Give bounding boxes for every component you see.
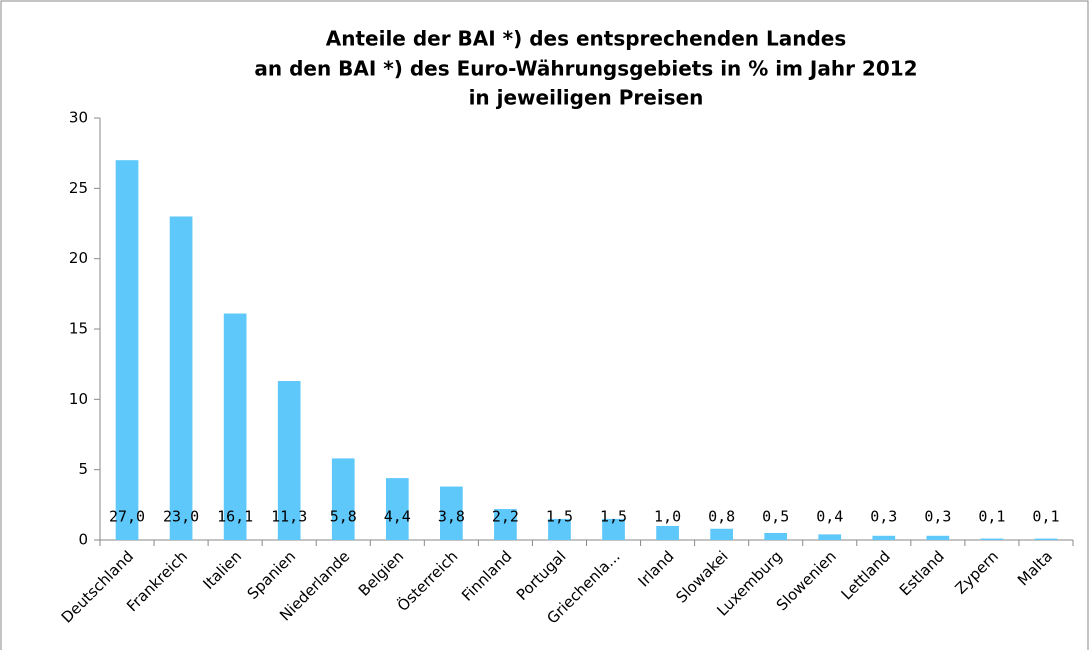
bar [980,538,1004,540]
value-label: 0,3 [870,508,897,526]
value-label: 11,3 [271,508,307,526]
value-label: 1,0 [654,508,681,526]
value-label: 1,5 [546,508,573,526]
chart-title: an den BAI *) des Euro-Währungsgebiets i… [254,57,917,81]
y-tick-label: 20 [69,249,88,267]
bar [277,381,301,540]
y-tick-label: 5 [78,460,88,478]
value-label: 3,8 [438,508,465,526]
bar [223,313,247,540]
value-label: 23,0 [163,508,199,526]
value-label: 0,5 [762,508,789,526]
bar [1034,538,1058,540]
y-tick-label: 10 [69,390,88,408]
value-label: 0,3 [924,508,951,526]
bar [602,518,625,540]
bar [764,532,788,540]
value-label: 0,1 [1032,508,1059,526]
value-label: 0,8 [708,508,735,526]
value-label: 2,2 [492,508,519,526]
bar [656,525,679,540]
value-label: 1,5 [600,508,627,526]
y-tick-label: 0 [78,531,88,549]
bar [818,534,842,540]
y-tick-label: 30 [69,109,88,127]
bar [440,486,463,540]
bar [115,160,139,540]
bar [548,518,571,540]
y-tick-label: 15 [69,320,88,338]
value-label: 4,4 [384,508,411,526]
bar [385,478,409,540]
value-label: 0,4 [816,508,843,526]
bar [494,509,517,540]
bar [926,535,950,540]
y-tick-label: 25 [69,179,88,197]
bar [872,535,896,540]
bar [169,216,193,540]
value-label: 0,1 [978,508,1005,526]
chart-title: in jeweiligen Preisen [469,86,704,110]
chart-title: Anteile der BAI *) des entsprechenden La… [326,27,846,51]
value-label: 16,1 [217,508,253,526]
bar [331,458,355,540]
value-label: 27,0 [109,508,145,526]
value-label: 5,8 [330,508,357,526]
bar [710,528,733,540]
